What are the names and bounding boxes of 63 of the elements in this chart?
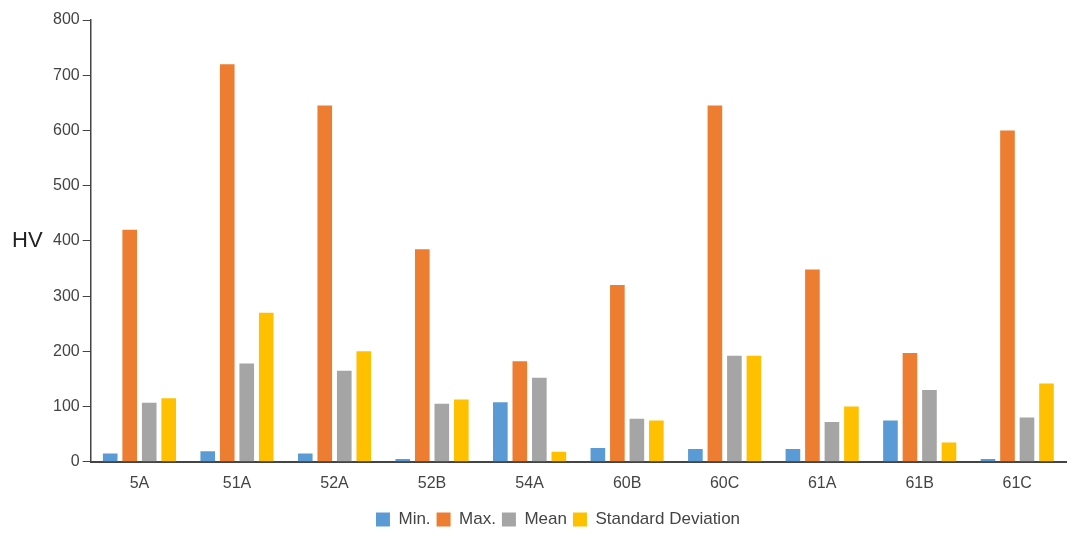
- y-tick-label: 400: [52, 231, 80, 249]
- legend-label: Min.: [398, 509, 431, 529]
- x-tick-label: 60C: [709, 473, 740, 491]
- bar: [649, 420, 664, 462]
- x-tick-label: 61C: [1002, 473, 1032, 491]
- bar: [629, 418, 645, 462]
- bar: [1019, 417, 1035, 462]
- bar: [805, 269, 820, 462]
- x-tick-label: 52A: [320, 473, 350, 491]
- bar: [727, 355, 742, 462]
- y-tick-label: 800: [52, 10, 80, 28]
- bar: [122, 229, 138, 462]
- bar: [922, 390, 937, 462]
- bar: [707, 105, 723, 462]
- bar: [336, 370, 352, 462]
- bar: [239, 363, 255, 462]
- bar: [590, 447, 606, 462]
- y-tick-label: 500: [52, 176, 80, 194]
- bar: [200, 451, 216, 462]
- bar: [610, 285, 625, 462]
- bar: [219, 64, 235, 462]
- x-tick-label: 52B: [417, 473, 447, 491]
- x-tick-label: 54A: [515, 473, 545, 491]
- bar: [1000, 130, 1015, 462]
- legend-label: Mean: [524, 509, 567, 529]
- y-tick-label: 700: [52, 65, 80, 83]
- bar: [688, 449, 703, 462]
- bar: [141, 402, 157, 462]
- bar: [785, 449, 801, 462]
- bar: [258, 312, 274, 462]
- bar: [512, 361, 528, 462]
- bar: [454, 399, 469, 462]
- bar: [844, 406, 859, 462]
- bar: [356, 351, 372, 462]
- y-tick-label: 600: [52, 120, 80, 138]
- x-tick-label: 61B: [905, 473, 934, 491]
- bar: [532, 377, 547, 462]
- y-tick-label: 300: [52, 286, 80, 304]
- bar: [161, 398, 177, 462]
- x-tick-label: 51A: [222, 473, 252, 491]
- bar: [902, 353, 918, 462]
- bar: [941, 442, 957, 462]
- x-tick-label: 60B: [612, 473, 642, 491]
- bar: [1039, 383, 1054, 462]
- x-tick-label: 61A: [807, 473, 837, 491]
- legend-label: Max.: [459, 509, 496, 529]
- bar: [414, 249, 430, 462]
- bar: [297, 453, 313, 462]
- bar: [317, 105, 333, 462]
- bar: [824, 422, 840, 462]
- y-tick-label: 100: [52, 396, 80, 414]
- bar: [493, 402, 508, 462]
- bar: [883, 420, 898, 462]
- bar: [395, 459, 411, 462]
- bar: [434, 403, 450, 462]
- x-tick-label: 5A: [129, 473, 150, 491]
- y-axis-title: HV: [12, 226, 43, 252]
- legend-label: Standard Deviation: [595, 509, 741, 529]
- y-tick-label: 0: [70, 452, 80, 470]
- bar: [551, 451, 567, 462]
- y-tick-label: 200: [52, 341, 80, 359]
- bar: [102, 453, 118, 462]
- bar: [746, 355, 762, 462]
